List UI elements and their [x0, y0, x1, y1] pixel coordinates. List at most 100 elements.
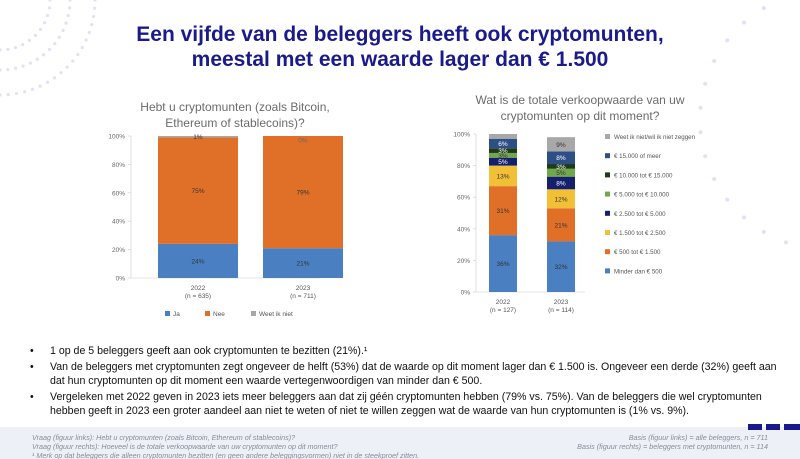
y-tick-label: 20% — [112, 247, 125, 254]
deco-dot — [725, 38, 730, 43]
footer-question-left: Vraag (figuur links): Hebt u cryptomunte… — [32, 433, 296, 442]
bar-segment — [547, 176, 575, 190]
deco-dot — [68, 0, 72, 2]
bar-segment — [489, 152, 517, 158]
deco-dot — [52, 76, 57, 80]
x-tick-label: 2023 — [296, 285, 311, 292]
bar-segment — [547, 208, 575, 242]
legend-swatch — [605, 153, 610, 159]
x-tick-label: 2023 — [554, 299, 569, 306]
y-tick-label: 60% — [112, 190, 125, 197]
bar-segment — [158, 137, 238, 244]
y-tick-label: 0% — [116, 276, 126, 283]
deco-dot — [80, 45, 84, 50]
deco-dot — [22, 90, 27, 94]
legend-swatch — [605, 172, 610, 178]
data-label: 21% — [296, 261, 309, 268]
y-tick-label: 80% — [457, 163, 470, 170]
deco-dot — [21, 42, 25, 47]
left-chart: 0% 20% 40% 60% 80% 100% 24% 75% 1% 2022(n = 635) 2… — [108, 134, 343, 318]
y-tick-label: 100% — [108, 134, 125, 141]
deco-dot — [703, 81, 708, 86]
deco-dot — [783, 240, 788, 245]
data-label: 32% — [554, 264, 567, 271]
bullet-list: • 1 op de 5 beleggers geeft aan ook crypt… — [28, 344, 788, 420]
deco-dot — [42, 53, 46, 57]
deco-dot — [35, 57, 39, 61]
deco-dot — [761, 229, 766, 234]
data-label: 0% — [298, 138, 308, 145]
y-tick-label: 40% — [457, 226, 470, 233]
deco-dot — [0, 93, 2, 97]
deco-dot — [13, 45, 18, 50]
data-label: 5% — [556, 170, 566, 177]
deco-dot — [84, 38, 88, 42]
bar-segment — [158, 136, 238, 138]
deco-dot — [45, 13, 50, 18]
deco-dot — [712, 177, 717, 182]
deco-dot — [59, 71, 63, 75]
legend-label: € 500 tot € 1.500 — [614, 249, 661, 256]
deco-dot — [87, 30, 91, 35]
deco-dot — [48, 0, 52, 2]
data-label: 1% — [193, 134, 203, 141]
deco-dot — [64, 21, 68, 25]
deco-dot — [14, 91, 19, 96]
bar-segment — [489, 148, 517, 153]
footer-question-right: Vraag (figuur rechts): Hoeveel is de tot… — [32, 442, 338, 451]
deco-dot — [761, 6, 766, 11]
deco-dot — [698, 105, 703, 110]
data-label: 3% — [498, 148, 508, 155]
left-chart-title: Hebt u cryptomunten (zoals Bitcoin, Ethe… — [140, 100, 330, 130]
deco-dot — [703, 154, 708, 159]
legend-label: Ja — [173, 311, 180, 318]
data-label: 3% — [498, 153, 508, 160]
deco-dot — [28, 61, 32, 65]
bar-segment — [547, 137, 575, 152]
deco-dot — [21, 64, 25, 68]
x-tick-base: (n = 114) — [548, 307, 574, 314]
data-label: 6% — [498, 141, 508, 148]
deco-dot — [6, 67, 10, 72]
bar-segment — [489, 165, 517, 187]
bar-segment — [158, 243, 238, 278]
deco-dot — [6, 47, 10, 51]
footer: Vraag (figuur links): Hebt u cryptomunte… — [0, 427, 800, 459]
deco-dot — [698, 130, 703, 135]
page-title: Een vijfde van de beleggers heeft ook cr… — [136, 23, 664, 71]
bar-segment — [263, 248, 343, 278]
y-tick-label: 100% — [453, 132, 470, 139]
right-chart-title: Wat is de totale verkoopwaarde van uw cr… — [475, 93, 685, 123]
bar-segment — [263, 136, 343, 249]
deco-dot — [0, 68, 2, 72]
deco-dot — [93, 0, 97, 2]
data-label: 13% — [496, 173, 509, 180]
data-label: 31% — [496, 208, 509, 215]
decorative-dots — [0, 0, 788, 245]
deco-dot — [61, 28, 65, 32]
legend-swatch — [605, 210, 610, 216]
deco-dot — [13, 66, 18, 70]
y-tick-label: 80% — [112, 162, 125, 169]
x-tick-base: (n = 711) — [290, 293, 316, 300]
data-label: 5% — [498, 159, 508, 166]
y-tick-label: 20% — [457, 258, 470, 265]
legend-label: € 2.500 tot € 5.000 — [614, 211, 666, 218]
deco-dot — [67, 6, 72, 10]
deco-dot — [30, 87, 35, 91]
legend-label: Minder dan € 500 — [614, 268, 663, 275]
bar-segment — [547, 168, 575, 177]
legend-swatch — [605, 134, 610, 139]
deco-dot — [53, 42, 57, 46]
bar-segment — [489, 235, 517, 292]
deco-dot — [0, 48, 2, 52]
footer-base-left: Basis (figuur links) = alle beleggers, n… — [628, 433, 768, 442]
legend-label: € 15.000 of meer — [614, 153, 661, 160]
deco-dot — [38, 27, 43, 31]
y-tick-label: 40% — [112, 219, 125, 226]
legend-label: Weet ik niet — [259, 311, 293, 318]
data-label: 79% — [296, 190, 309, 197]
deco-dot — [742, 215, 747, 220]
deco-dot — [66, 13, 70, 18]
bar-segment — [547, 241, 575, 292]
